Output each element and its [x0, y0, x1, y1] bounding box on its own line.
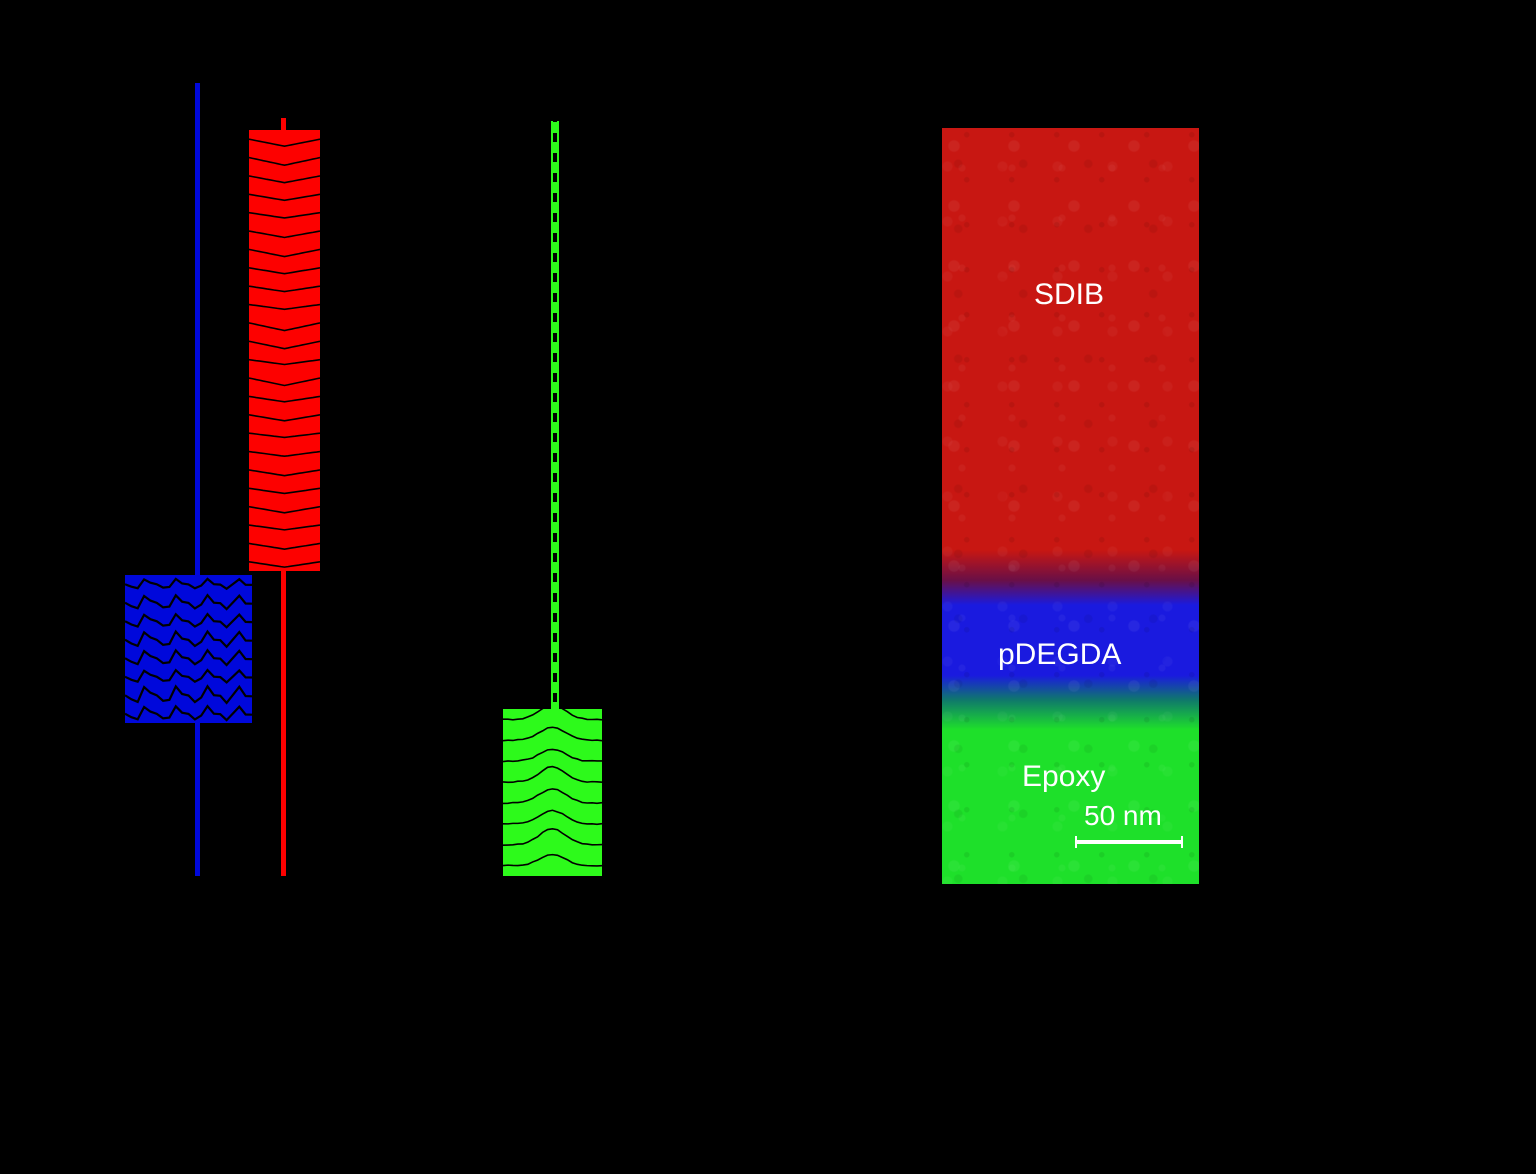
blue-stack: [125, 575, 252, 723]
position-marker: [923, 218, 933, 228]
position-marker: [923, 633, 933, 643]
panel-b-y-axis-title: Position: [730, 375, 764, 575]
position-marker: [923, 736, 933, 746]
scale-bar-cap: [1075, 836, 1077, 848]
position-marker: [923, 529, 933, 539]
position-marker: [923, 659, 933, 669]
position-marker: [923, 347, 933, 357]
position-marker: [923, 425, 933, 435]
position-marker: [923, 814, 933, 824]
green-stack: [503, 709, 602, 876]
position-marker: [923, 607, 933, 617]
panel-b-nmf-image: SDIB pDEGDA Epoxy 50 nm: [942, 128, 1199, 884]
position-marker: [923, 166, 933, 176]
panel-b-position-markers: [920, 170, 934, 870]
region-label-sdib: SDIB: [1034, 278, 1104, 312]
position-marker: [923, 244, 933, 254]
position-marker: [923, 296, 933, 306]
region-label-pdegda: pDEGDA: [998, 638, 1121, 672]
panel-a-y-axis-arrowhead: [62, 878, 98, 903]
panel-a-label: a: [36, 64, 60, 114]
scale-bar-cap: [1181, 836, 1183, 848]
position-marker: [923, 866, 933, 876]
position-marker: [923, 322, 933, 332]
panel-b-y-axis-arrowhead: [742, 878, 778, 903]
panel-a-x-axis-arrowhead: [638, 942, 663, 978]
position-marker: [923, 451, 933, 461]
position-marker: [923, 788, 933, 798]
panel-a-x-axis-title: Position: [320, 1008, 427, 1042]
panel-b-label: b: [710, 64, 737, 114]
position-marker: [923, 581, 933, 591]
figure-root: a Increasing energy loss Position b Posi…: [0, 0, 1536, 1174]
position-marker: [923, 270, 933, 280]
position-marker: [923, 373, 933, 383]
position-marker: [923, 685, 933, 695]
position-marker: [923, 840, 933, 850]
position-marker: [923, 762, 933, 772]
scale-bar: [1075, 840, 1183, 844]
position-marker: [923, 503, 933, 513]
position-marker: [923, 710, 933, 720]
position-marker: [923, 399, 933, 409]
position-marker: [923, 555, 933, 565]
blue-stem: [195, 83, 200, 876]
panel-a-y-axis-title: Increasing energy loss: [50, 285, 84, 685]
region-label-epoxy: Epoxy: [1022, 760, 1105, 794]
panel-a-x-axis-line: [120, 959, 640, 962]
position-marker: [923, 477, 933, 487]
scale-bar-label: 50 nm: [1084, 800, 1162, 832]
red-stack: [249, 130, 320, 571]
position-marker: [923, 192, 933, 202]
